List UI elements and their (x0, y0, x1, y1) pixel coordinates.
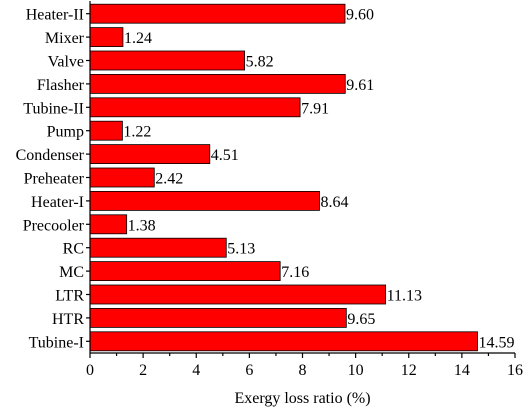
x-tick-label: 12 (401, 362, 417, 379)
bar (89, 97, 301, 118)
x-tick-label: 2 (139, 362, 147, 379)
category-label: LTR (55, 288, 84, 305)
bar (89, 307, 347, 328)
bar (89, 120, 123, 141)
category-label: RC (63, 241, 84, 258)
category-label: HTR (52, 311, 84, 328)
bar-value-label: 7.16 (281, 264, 309, 281)
bar-value-label: 1.38 (128, 217, 156, 234)
bar (89, 284, 387, 305)
x-tick-label: 16 (507, 362, 523, 379)
bar (89, 167, 155, 188)
category-label: Tubine-II (23, 100, 84, 117)
bar (89, 74, 346, 94)
x-axis-title: Exergy loss ratio (%) (234, 390, 370, 407)
bar-value-label: 4.51 (211, 147, 239, 164)
category-label: Preheater (24, 171, 85, 188)
category-label: Heater-II (26, 7, 84, 24)
bar-value-label: 7.91 (301, 100, 329, 117)
x-tick-label: 8 (299, 362, 307, 379)
bar (89, 27, 124, 48)
x-tick-label: 10 (348, 362, 364, 379)
bar-value-label: 8.64 (321, 194, 349, 211)
bar (89, 190, 320, 211)
x-tick-label: 14 (454, 362, 470, 379)
bar-value-label: 9.65 (347, 311, 375, 328)
x-tick-label: 6 (245, 362, 253, 379)
category-label: Tubine-I (29, 334, 84, 351)
bar (89, 144, 211, 165)
bar-value-label: 9.61 (346, 77, 374, 94)
bar (89, 237, 227, 258)
category-label: MC (59, 264, 84, 281)
category-label: Precooler (23, 217, 85, 234)
value-labels-group: 9.60 1.24 5.82 9.61 7.91 1.22 4.51 2.42 8.64 1.38… (123, 7, 514, 352)
category-label: Valve (48, 54, 84, 71)
bar-value-label: 5.82 (246, 54, 274, 71)
bar-value-label: 1.22 (123, 124, 151, 141)
category-labels-group: Heater-II Mixer Valve Flasher Tubine-II Pump C… (16, 7, 85, 352)
bar (89, 214, 128, 235)
bar-value-label: 9.60 (346, 7, 374, 24)
category-label: Flasher (37, 77, 85, 94)
bar (89, 50, 245, 71)
category-label: Mixer (45, 30, 85, 47)
bar-value-label: 2.42 (155, 171, 183, 188)
x-tick-label: 0 (86, 362, 94, 379)
x-ticks-group: 0 2 4 6 8 10 12 14 16 (86, 13, 523, 379)
x-tick-label: 4 (192, 362, 200, 379)
category-label: Condenser (16, 147, 85, 164)
bar-value-label: 14.59 (479, 334, 515, 351)
bar (89, 261, 281, 282)
bar (89, 3, 346, 24)
bar-value-label: 5.13 (227, 241, 255, 258)
category-label: Heater-I (31, 194, 84, 211)
bar-value-label: 1.24 (124, 30, 152, 47)
bar (89, 331, 478, 352)
category-label: Pump (47, 124, 84, 141)
bar-value-label: 11.13 (387, 288, 422, 305)
